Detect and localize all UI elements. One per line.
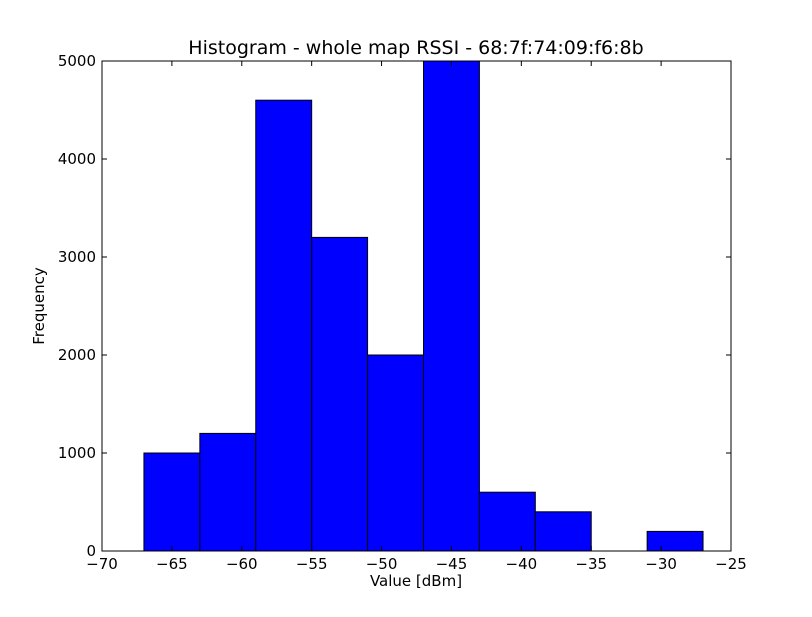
x-tick-label: −40 — [506, 555, 538, 573]
y-ticks-group: 0 1000 2000 3000 4000 5000 — [58, 52, 731, 560]
histogram-bar — [478, 491, 536, 552]
x-tick-label: −70 — [86, 555, 118, 573]
histogram-bar — [311, 236, 369, 552]
y-tick-label: 2000 — [58, 346, 96, 364]
x-tick-label: −45 — [436, 555, 468, 573]
x-tick-label: −65 — [156, 555, 188, 573]
chart-title: Histogram - whole map RSSI - 68:7f:74:09… — [188, 37, 643, 59]
histogram-bar — [255, 99, 313, 552]
plot-frame — [101, 60, 732, 552]
x-tick-label: −35 — [575, 555, 607, 573]
bars-group — [143, 60, 704, 552]
histogram-bar — [367, 354, 424, 552]
histogram-bar — [199, 432, 257, 552]
y-tick-label: 3000 — [58, 248, 96, 266]
y-tick-label: 0 — [86, 542, 96, 560]
x-tick-label: −55 — [296, 555, 328, 573]
y-tick-label: 1000 — [58, 444, 96, 462]
x-tick-label: −50 — [366, 555, 398, 573]
x-axis-label: Value [dBm] — [370, 572, 462, 590]
x-tick-label: −25 — [715, 555, 747, 573]
x-tick-label: −30 — [645, 555, 677, 573]
y-tick-label: 4000 — [58, 150, 96, 168]
y-axis-label: Frequency — [30, 267, 48, 345]
histogram-bar — [646, 530, 704, 552]
x-ticks-group: −70 −65 −60 −55 −50 −45 −40 −35 −30 −25 — [86, 61, 747, 573]
histogram-bar — [534, 511, 592, 552]
histogram-bar — [143, 452, 201, 552]
histogram-bar — [422, 60, 480, 552]
y-tick-label: 5000 — [58, 52, 96, 70]
x-tick-label: −60 — [226, 555, 258, 573]
